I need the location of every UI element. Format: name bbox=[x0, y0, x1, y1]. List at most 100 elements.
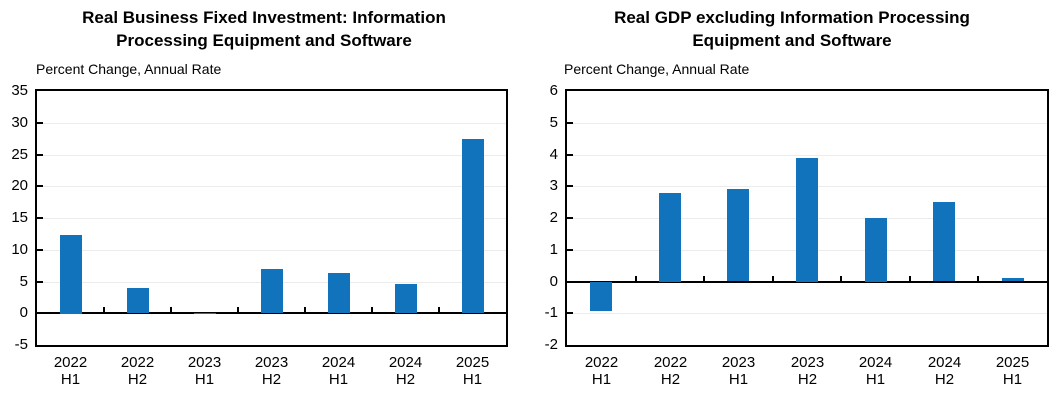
y-axis-tick bbox=[37, 217, 43, 219]
x-axis-label-line: 2022 bbox=[584, 354, 619, 371]
x-axis-label-line: H1 bbox=[591, 371, 612, 388]
y-axis-label: 0 bbox=[549, 273, 558, 290]
x-axis-label-line: 2023 bbox=[790, 354, 825, 371]
x-axis-label-line: H1 bbox=[728, 371, 749, 388]
y-axis-label: 1 bbox=[549, 241, 558, 258]
x-axis-label-line: 2024 bbox=[858, 354, 893, 371]
y-gridline bbox=[37, 155, 506, 156]
y-axis-label: 6 bbox=[549, 82, 558, 99]
x-axis-label-line: 2022 bbox=[653, 354, 688, 371]
y-axis-label: 35 bbox=[11, 82, 28, 99]
x-axis-label: 2024 H2 bbox=[372, 354, 439, 388]
bar bbox=[865, 218, 887, 282]
y-axis-tick bbox=[37, 185, 43, 187]
x-axis-label: 2025 H1 bbox=[439, 354, 506, 388]
y-gridline bbox=[567, 123, 1047, 124]
y-axis-label: 3 bbox=[549, 177, 558, 194]
chart-title-line1: Real Business Fixed Investment: Informat… bbox=[82, 8, 446, 27]
x-axis-label: 2024 H1 bbox=[841, 354, 910, 388]
y-axis-label: 4 bbox=[549, 146, 558, 163]
axis-units-label: Percent Change, Annual Rate bbox=[564, 61, 750, 77]
bar bbox=[328, 273, 350, 313]
y-axis-tick bbox=[37, 281, 43, 283]
x-axis-tick bbox=[840, 276, 842, 282]
x-axis-label-line: 2024 bbox=[927, 354, 962, 371]
x-axis-label: 2024 H1 bbox=[305, 354, 372, 388]
y-axis-label: 25 bbox=[11, 146, 28, 163]
bar bbox=[261, 269, 283, 313]
plot-area bbox=[35, 89, 508, 347]
bar bbox=[590, 282, 612, 311]
y-gridline bbox=[567, 313, 1047, 314]
x-axis-tick bbox=[304, 307, 306, 313]
x-axis-label-line: 2023 bbox=[721, 354, 756, 371]
bar bbox=[127, 288, 149, 313]
zero-baseline bbox=[567, 281, 1047, 283]
x-axis-label: 2023 H2 bbox=[238, 354, 305, 388]
zero-baseline bbox=[37, 312, 506, 314]
y-axis-label: 5 bbox=[549, 114, 558, 131]
y-axis-tick bbox=[567, 249, 573, 251]
x-axis-tick bbox=[371, 307, 373, 313]
x-axis-label: 2023 H1 bbox=[171, 354, 238, 388]
y-gridline bbox=[37, 218, 506, 219]
x-axis-label-line: H2 bbox=[261, 371, 282, 388]
x-axis-tick bbox=[909, 276, 911, 282]
y-axis-label: 30 bbox=[11, 114, 28, 131]
x-axis-label-line: 2024 bbox=[321, 354, 356, 371]
x-axis-tick bbox=[237, 307, 239, 313]
x-axis-tick bbox=[635, 276, 637, 282]
x-axis-label-line: 2025 bbox=[995, 354, 1030, 371]
x-axis-label-line: 2025 bbox=[455, 354, 490, 371]
y-axis-label: 2 bbox=[549, 209, 558, 226]
y-axis-tick bbox=[567, 185, 573, 187]
chart-title: Real Business Fixed Investment: Informat… bbox=[0, 6, 528, 52]
chart-title: Real GDP excluding Information Processin… bbox=[528, 6, 1056, 52]
x-axis-label-line: H2 bbox=[127, 371, 148, 388]
x-axis-tick bbox=[703, 276, 705, 282]
bar bbox=[933, 202, 955, 281]
x-axis-label-line: H2 bbox=[797, 371, 818, 388]
y-axis-tick bbox=[37, 122, 43, 124]
y-axis-label: 20 bbox=[11, 177, 28, 194]
plot-area bbox=[565, 89, 1049, 347]
y-axis-label: 0 bbox=[19, 304, 28, 321]
x-axis-label-line: 2024 bbox=[388, 354, 423, 371]
y-axis-tick bbox=[567, 122, 573, 124]
x-axis-label: 2024 H2 bbox=[910, 354, 979, 388]
x-axis-label-line: 2022 bbox=[120, 354, 155, 371]
x-axis-label-line: 2023 bbox=[187, 354, 222, 371]
chart-title-line1: Real GDP excluding Information Processin… bbox=[614, 8, 970, 27]
x-axis-label-line: H1 bbox=[865, 371, 886, 388]
bar bbox=[60, 235, 82, 314]
x-axis-label-line: H1 bbox=[328, 371, 349, 388]
y-gridline bbox=[37, 250, 506, 251]
x-axis-label: 2022 H2 bbox=[636, 354, 705, 388]
y-axis-tick bbox=[567, 312, 573, 314]
y-axis-tick bbox=[37, 249, 43, 251]
chart-gdp-excluding: Real GDP excluding Information Processin… bbox=[528, 0, 1056, 404]
y-axis-tick bbox=[37, 154, 43, 156]
y-gridline bbox=[567, 155, 1047, 156]
y-axis-label: 5 bbox=[19, 273, 28, 290]
x-axis-label-line: H1 bbox=[194, 371, 215, 388]
x-axis-label-line: H2 bbox=[660, 371, 681, 388]
x-axis-label-line: H2 bbox=[934, 371, 955, 388]
y-axis-label: 10 bbox=[11, 241, 28, 258]
x-axis-label-line: H1 bbox=[60, 371, 81, 388]
bar bbox=[727, 189, 749, 281]
x-axis-label-line: H2 bbox=[395, 371, 416, 388]
x-axis-label: 2023 H1 bbox=[704, 354, 773, 388]
x-axis-label: 2023 H2 bbox=[773, 354, 842, 388]
bar bbox=[462, 139, 484, 313]
y-axis-tick bbox=[567, 217, 573, 219]
x-axis-label: 2022 H1 bbox=[37, 354, 104, 388]
x-axis-tick bbox=[977, 276, 979, 282]
bar bbox=[659, 193, 681, 282]
y-gridline bbox=[37, 123, 506, 124]
x-axis-tick bbox=[170, 307, 172, 313]
x-axis-tick bbox=[103, 307, 105, 313]
bar bbox=[194, 313, 216, 314]
x-axis-label-line: 2023 bbox=[254, 354, 289, 371]
